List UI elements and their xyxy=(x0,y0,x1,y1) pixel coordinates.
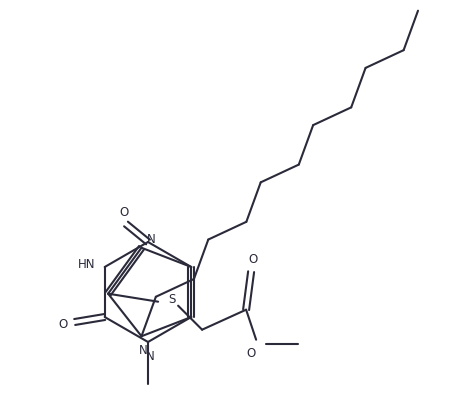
Text: HN: HN xyxy=(78,259,95,272)
Text: O: O xyxy=(246,347,255,360)
Text: N: N xyxy=(139,344,147,357)
Text: O: O xyxy=(119,206,129,219)
Text: O: O xyxy=(248,253,257,266)
Text: S: S xyxy=(168,293,175,306)
Text: N: N xyxy=(146,350,154,362)
Text: O: O xyxy=(58,318,67,331)
Text: N: N xyxy=(147,233,156,246)
